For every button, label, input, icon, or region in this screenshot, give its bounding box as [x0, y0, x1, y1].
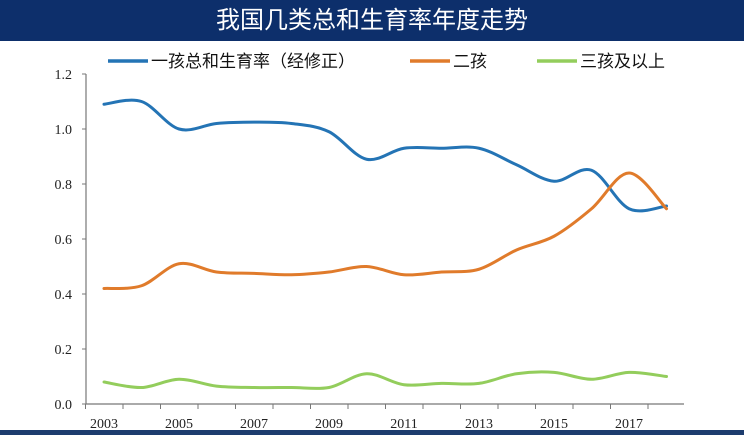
bottom-bar — [0, 430, 744, 435]
y-tick-label: 1.0 — [55, 123, 73, 138]
series-line-3 — [102, 370, 668, 391]
x-tick-label: 2017 — [615, 417, 643, 432]
y-tick-label: 1.2 — [55, 68, 73, 83]
legend-label-2: 二孩 — [453, 52, 487, 72]
x-tick-label: 2013 — [465, 417, 493, 432]
chart-title: 我国几类总和生育率年度走势 — [0, 0, 744, 41]
x-tick-label: 2007 — [240, 417, 268, 432]
x-tick-label: 2009 — [315, 417, 343, 432]
series-line-1 — [102, 98, 668, 213]
x-tick-label: 2015 — [540, 417, 568, 432]
y-tick-label: 0.0 — [55, 398, 73, 413]
series-line-2 — [102, 171, 668, 291]
y-tick-label: 0.4 — [55, 288, 73, 303]
y-tick-label: 0.8 — [55, 178, 73, 193]
x-tick-label: 2003 — [90, 417, 118, 432]
x-tick-label: 2011 — [390, 417, 417, 432]
legend-label-3: 三孩及以上 — [580, 52, 665, 72]
y-tick-label: 0.2 — [55, 343, 73, 358]
legend-label-1: 一孩总和生育率（经修正） — [151, 52, 355, 72]
x-tick-label: 2005 — [165, 417, 193, 432]
y-tick-label: 0.6 — [55, 233, 73, 248]
